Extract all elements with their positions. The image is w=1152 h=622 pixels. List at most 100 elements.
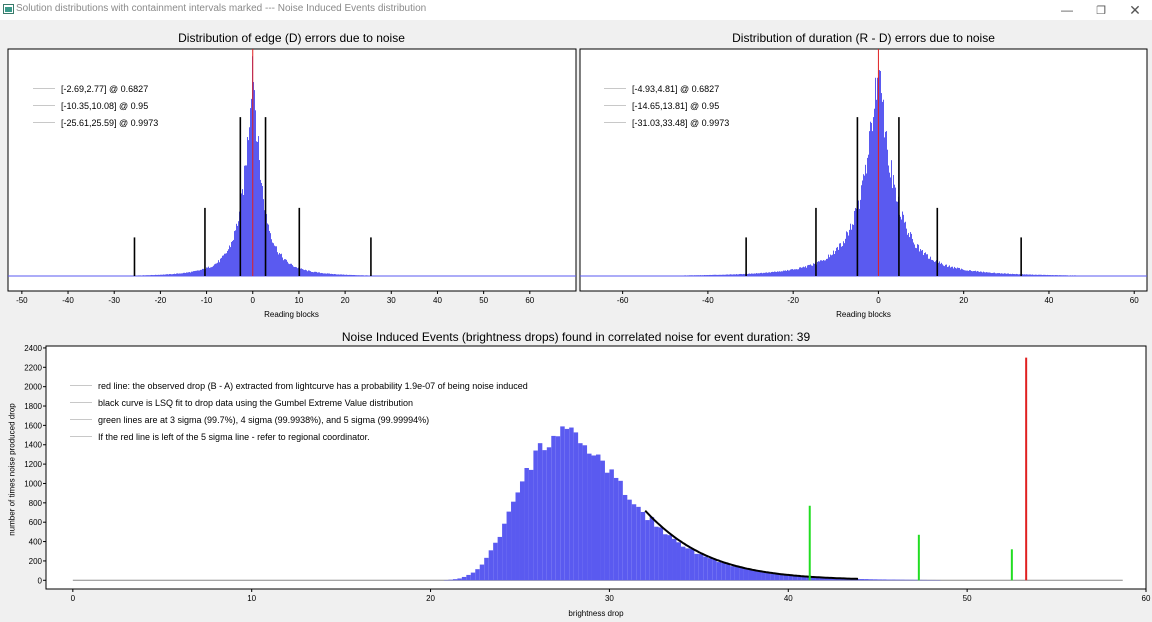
window-title-bar: Solution distributions with containment … <box>0 0 1152 20</box>
minimize-button[interactable]: — <box>1050 0 1084 20</box>
histogram-bar <box>812 265 813 276</box>
histogram-bar <box>338 274 339 276</box>
histogram-bar <box>981 271 982 276</box>
histogram-bar <box>150 275 151 276</box>
histogram-bar <box>765 272 766 276</box>
histogram-bar <box>1048 275 1049 276</box>
histogram-bar <box>484 557 489 581</box>
histogram-bar <box>218 260 219 276</box>
histogram-bar <box>139 275 140 276</box>
histogram-bar <box>933 260 934 276</box>
histogram-bar <box>973 271 974 276</box>
histogram-bar <box>1016 273 1017 276</box>
histogram-bar <box>226 253 227 276</box>
histogram-bar <box>367 275 368 276</box>
y-tick-label: 1000 <box>24 479 42 488</box>
histogram-bar <box>916 248 917 276</box>
histogram-bar <box>817 261 818 276</box>
histogram-bar <box>922 250 923 276</box>
histogram-bar <box>956 268 957 276</box>
histogram-bar <box>869 131 870 276</box>
histogram-bar <box>341 274 342 276</box>
histogram-bar <box>882 579 887 581</box>
histogram-bar <box>833 250 834 276</box>
histogram-bar <box>712 274 713 276</box>
histogram-bar <box>994 272 995 276</box>
histogram-bar <box>723 274 724 276</box>
histogram-bar <box>934 262 935 276</box>
histogram-bar <box>560 426 565 581</box>
histogram-bar <box>689 548 695 581</box>
histogram-bar <box>1023 274 1024 276</box>
y-tick-label: 1400 <box>24 441 42 450</box>
histogram-bar <box>1072 275 1073 276</box>
histogram-bar <box>897 201 898 276</box>
histogram-bar <box>210 267 211 276</box>
histogram-bar <box>153 275 154 276</box>
histogram-bar <box>752 273 753 276</box>
histogram-bar <box>795 269 796 276</box>
histogram-bar <box>238 221 239 276</box>
histogram-bar <box>774 271 775 276</box>
histogram-bar <box>1044 274 1045 276</box>
histogram-bar <box>801 267 802 276</box>
histogram-bar <box>1049 275 1050 276</box>
histogram-bar <box>323 273 324 276</box>
histogram-bar <box>212 266 213 276</box>
histogram-bar <box>305 269 306 276</box>
histogram-bar <box>337 274 338 276</box>
histogram-bar <box>797 269 798 276</box>
histogram-bar <box>354 275 355 276</box>
histogram-bar <box>157 274 158 276</box>
histogram-bar <box>291 263 292 276</box>
histogram-bar <box>968 270 969 276</box>
histogram-bar <box>722 274 723 276</box>
histogram-bar <box>774 573 780 581</box>
histogram-bar <box>943 265 944 276</box>
histogram-bar <box>872 131 873 276</box>
histogram-bar <box>319 272 320 276</box>
histogram-bar <box>847 232 848 276</box>
histogram-bar <box>300 268 301 276</box>
histogram-bar <box>1051 275 1052 276</box>
histogram-bar <box>146 275 147 276</box>
histogram-bar <box>716 274 717 276</box>
histogram-bar <box>692 275 693 276</box>
histogram-bar <box>286 259 287 276</box>
histogram-bar <box>824 260 825 276</box>
restore-button[interactable]: ❐ <box>1084 0 1118 20</box>
histogram-bar <box>1042 274 1043 276</box>
histogram-bar <box>1032 274 1033 276</box>
histogram-bar <box>905 221 906 276</box>
histogram-bar <box>303 269 304 276</box>
histogram-bar <box>909 579 914 581</box>
histogram-bar <box>702 275 703 276</box>
histogram-bar <box>793 269 794 276</box>
histogram-bar <box>949 265 950 276</box>
histogram-bar <box>742 274 743 276</box>
histogram-bar <box>748 273 749 276</box>
histogram-bar <box>963 269 964 276</box>
histogram-bar <box>989 272 990 276</box>
histogram-bar <box>876 99 877 276</box>
histogram-bar <box>457 578 462 581</box>
histogram-bar <box>758 273 759 276</box>
histogram-bar <box>330 273 331 276</box>
histogram-bar <box>1059 275 1060 276</box>
histogram-bar <box>365 275 366 276</box>
edge-legend: [-2.69,2.77] @ 0.6827 [-10.35,10.08] @ 0… <box>33 80 158 131</box>
histogram-bar <box>1022 274 1023 276</box>
histogram-bar <box>147 275 148 276</box>
histogram-bar <box>564 428 570 581</box>
histogram-bar <box>814 263 815 276</box>
close-button[interactable]: ✕ <box>1118 0 1152 20</box>
legend-item: [-14.65,13.81] @ 0.95 <box>604 97 729 114</box>
histogram-bar <box>763 272 764 276</box>
histogram-bar <box>1058 275 1059 276</box>
histogram-bar <box>159 274 160 276</box>
histogram-bar <box>176 273 177 276</box>
histogram-bar <box>310 271 311 276</box>
histogram-bar <box>1024 274 1025 276</box>
histogram-bar <box>803 266 804 276</box>
noise-events-y-axis-label: number of times noise produced drop <box>7 403 17 536</box>
